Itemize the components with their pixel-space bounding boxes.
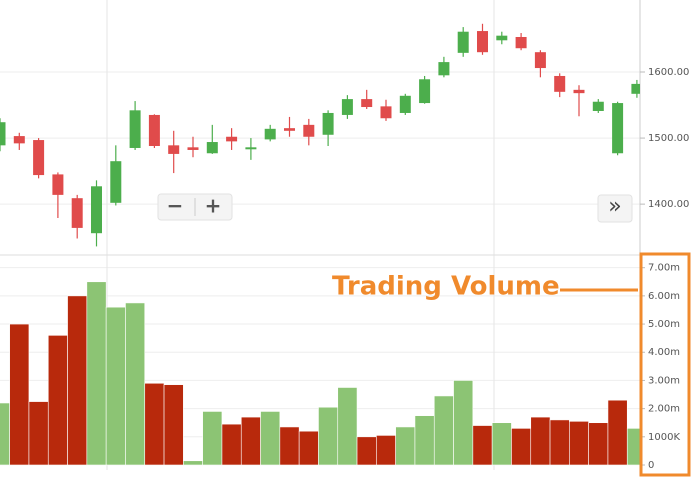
candle-body — [361, 99, 373, 108]
volume-bar — [318, 406, 339, 466]
volume-bar — [28, 401, 49, 466]
candle-body — [264, 128, 276, 140]
zoom-controls: − + — [157, 193, 233, 221]
volume-bar — [607, 399, 628, 466]
candle-body — [534, 52, 546, 69]
candle-body — [206, 142, 218, 154]
candle-body — [457, 31, 469, 53]
volume-bar — [9, 323, 30, 466]
plot-area — [0, 23, 640, 466]
volume-bar — [588, 422, 609, 466]
volume-bar — [47, 335, 68, 466]
zoom-out-button[interactable]: − — [167, 194, 184, 218]
y-tick-label: 4.00m — [648, 347, 680, 358]
candle-body — [52, 174, 64, 195]
candle-body — [71, 198, 83, 228]
volume-bar — [395, 426, 416, 466]
candle-body — [129, 110, 141, 148]
volume-bar — [530, 416, 551, 466]
volume-bar — [298, 430, 319, 466]
annotation: Trading Volume — [332, 272, 560, 302]
y-tick-label: 1500.00 — [648, 133, 689, 144]
candle-body — [399, 95, 411, 113]
candle-body — [341, 99, 353, 115]
candle-body — [631, 83, 640, 94]
candle-body — [168, 145, 180, 154]
volume-bar — [221, 423, 242, 466]
volume-bar — [260, 411, 281, 466]
candle-body — [322, 112, 334, 135]
candle-body — [284, 128, 295, 131]
volume-bar — [356, 436, 377, 466]
candle-body — [554, 75, 566, 92]
candle-body — [419, 79, 431, 104]
scroll-button-bg — [597, 194, 633, 223]
candle-body — [33, 140, 45, 176]
volume-bar — [183, 460, 203, 466]
y-tick-label: 3.00m — [648, 375, 680, 386]
volume-bar — [511, 428, 532, 466]
y-tick-label: 6.00m — [648, 291, 680, 302]
candle-body — [612, 103, 624, 154]
candle-body — [477, 31, 488, 53]
volume-bar — [125, 302, 146, 466]
volume-bar — [472, 425, 493, 466]
candle-body — [110, 161, 122, 203]
volume-bar — [144, 382, 165, 466]
volume-bar — [453, 380, 474, 466]
candle-body — [13, 136, 25, 144]
volume-bar — [67, 295, 88, 466]
y-tick-label: 5.00m — [648, 319, 680, 330]
candle-body — [245, 147, 257, 150]
volume-bar — [105, 306, 126, 466]
highlight-box — [639, 252, 691, 477]
candle-body — [226, 136, 238, 142]
zoom-in-button[interactable]: + — [205, 194, 222, 218]
y-tick-label: 1000K — [648, 432, 680, 443]
volume-bar — [337, 387, 358, 466]
y-tick-label: 0 — [648, 460, 654, 471]
volume-bar — [279, 426, 300, 466]
volume-bar — [376, 435, 396, 466]
scroll-button[interactable]: » — [608, 194, 621, 219]
volume-bar — [549, 419, 570, 466]
axes: 1400.00 1500.00 1600.00 0 1000K 2.00m 3.00m 4.0… — [640, 67, 689, 471]
y-tick-label: 1600.00 — [648, 67, 689, 78]
candle-body — [380, 106, 392, 119]
volume-bar — [163, 384, 184, 466]
candle-body — [0, 122, 6, 146]
volume-bar — [202, 411, 223, 466]
candle-body — [438, 62, 450, 76]
candle-body — [187, 147, 199, 150]
candle-body — [148, 114, 160, 146]
candle-body — [91, 186, 102, 234]
volume-bar — [491, 422, 512, 466]
volume-bar — [0, 402, 10, 466]
volume-bar — [240, 416, 261, 466]
candle-body — [303, 124, 315, 137]
volume-bar — [569, 421, 589, 466]
y-tick-label: 1400.00 — [648, 199, 689, 210]
volume-bar — [626, 428, 640, 466]
y-tick-label: 7.00m — [648, 263, 680, 274]
volume-bar — [433, 395, 454, 466]
candle-body — [592, 101, 604, 111]
volume-bar — [86, 281, 107, 466]
candle-body — [573, 89, 585, 94]
candle-body — [515, 36, 527, 49]
y-tick-label: 2.00m — [648, 404, 680, 415]
volume-bar — [414, 415, 435, 466]
candle-body — [496, 35, 508, 41]
